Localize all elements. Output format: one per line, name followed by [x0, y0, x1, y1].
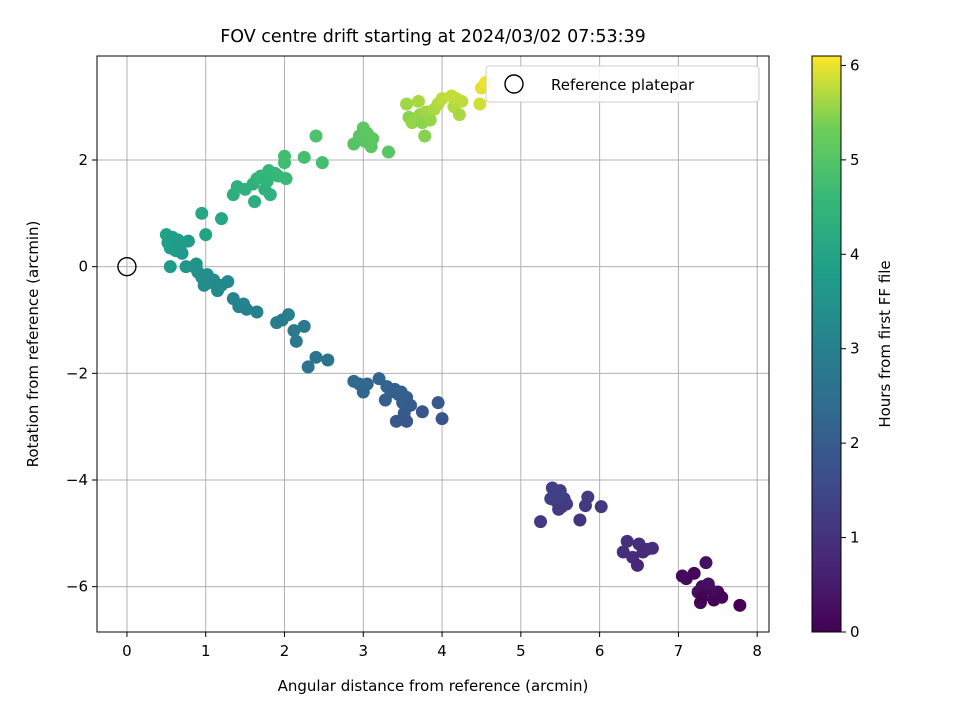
- x-tick-label: 7: [674, 642, 684, 660]
- colorbar-tick-label: 2: [850, 434, 860, 452]
- data-point: [394, 385, 408, 399]
- data-point: [309, 350, 323, 364]
- data-point: [455, 94, 469, 108]
- colorbar-ticks: 0 1 2 3 4 5 6: [841, 56, 860, 641]
- y-tick-label: −4: [66, 471, 88, 489]
- x-axis-label: Angular distance from reference (arcmin): [278, 677, 589, 695]
- reference-point-marker: [117, 256, 137, 277]
- colorbar-label: Hours from first FF file: [876, 260, 894, 427]
- data-point: [699, 556, 713, 570]
- data-point: [695, 590, 709, 604]
- data-point: [411, 94, 425, 108]
- data-point: [163, 260, 177, 274]
- data-point: [452, 108, 466, 122]
- data-point: [389, 414, 403, 428]
- x-tick-label: 5: [516, 642, 526, 660]
- data-point: [400, 414, 414, 428]
- data-point: [630, 558, 644, 572]
- data-points: [159, 76, 747, 612]
- data-point: [281, 308, 295, 322]
- data-point: [715, 590, 729, 604]
- data-point: [552, 502, 566, 516]
- data-point: [687, 566, 701, 580]
- data-point: [289, 334, 303, 348]
- legend-marker-icon: [504, 74, 524, 94]
- data-point: [400, 97, 414, 111]
- data-point: [263, 188, 277, 202]
- colorbar-tick-label: 6: [850, 56, 860, 74]
- colorbar-tick-label: 4: [850, 245, 860, 263]
- x-tick-label: 6: [595, 642, 605, 660]
- data-point: [360, 377, 374, 391]
- data-point: [309, 129, 323, 143]
- y-tick-label: −6: [66, 578, 88, 596]
- x-tick-label: 0: [122, 642, 132, 660]
- legend-label: Reference platepar: [551, 76, 695, 94]
- data-point: [366, 132, 380, 146]
- y-axis-label: Rotation from reference (arcmin): [24, 221, 42, 468]
- data-point: [250, 305, 264, 319]
- y-tick-label: −2: [66, 364, 88, 382]
- data-point: [260, 174, 274, 188]
- data-point: [544, 492, 558, 506]
- grid-lines: [97, 56, 769, 632]
- data-point: [315, 156, 329, 170]
- data-point: [179, 260, 193, 274]
- data-point: [418, 129, 432, 143]
- data-point: [645, 541, 659, 555]
- x-tick-label: 8: [752, 642, 762, 660]
- y-tick-label: 0: [78, 258, 88, 276]
- data-point: [248, 195, 262, 209]
- data-point: [287, 324, 301, 338]
- data-point: [199, 228, 213, 242]
- colorbar-tick-label: 3: [850, 340, 860, 358]
- data-point: [581, 490, 595, 504]
- data-point: [297, 150, 311, 164]
- x-axis-ticks: 0 1 2 3 4 5 6 7 8: [122, 632, 762, 660]
- data-point: [297, 319, 311, 333]
- data-point: [214, 212, 228, 226]
- data-point: [423, 113, 437, 127]
- colorbar-tick-label: 1: [850, 529, 860, 547]
- data-point: [279, 172, 293, 186]
- data-point: [594, 500, 608, 514]
- data-point: [435, 412, 449, 426]
- legend-box: [485, 65, 760, 103]
- data-point: [181, 234, 195, 248]
- data-point: [381, 145, 395, 159]
- data-point: [431, 396, 445, 410]
- data-point: [405, 116, 419, 130]
- data-point: [701, 577, 715, 591]
- data-point: [573, 513, 587, 527]
- data-point: [221, 275, 235, 289]
- x-tick-label: 4: [437, 642, 447, 660]
- data-point: [195, 206, 209, 220]
- plot-frame: [96, 55, 770, 633]
- data-point: [473, 97, 487, 111]
- data-point: [175, 246, 189, 260]
- x-tick-label: 2: [280, 642, 290, 660]
- data-point: [321, 353, 335, 367]
- data-point: [240, 302, 254, 316]
- plot-area: [97, 56, 769, 632]
- colorbar-tick-label: 5: [850, 151, 860, 169]
- legend: Reference platepar: [485, 65, 760, 103]
- data-point: [616, 545, 630, 559]
- x-tick-label: 3: [359, 642, 369, 660]
- colorbar-tick-label: 0: [850, 623, 860, 641]
- data-point: [301, 360, 315, 374]
- data-point: [415, 405, 429, 419]
- data-point: [277, 149, 291, 163]
- data-point: [733, 598, 747, 612]
- chart-title: FOV centre drift starting at 2024/03/02 …: [220, 27, 646, 47]
- data-point: [189, 257, 203, 271]
- y-tick-label: 2: [78, 151, 88, 169]
- data-point: [372, 372, 386, 386]
- x-tick-label: 1: [201, 642, 211, 660]
- data-point: [620, 534, 634, 548]
- colorbar: [811, 55, 842, 633]
- y-axis-ticks: −6 −4 −2 0 2: [66, 151, 97, 596]
- data-point: [534, 515, 548, 529]
